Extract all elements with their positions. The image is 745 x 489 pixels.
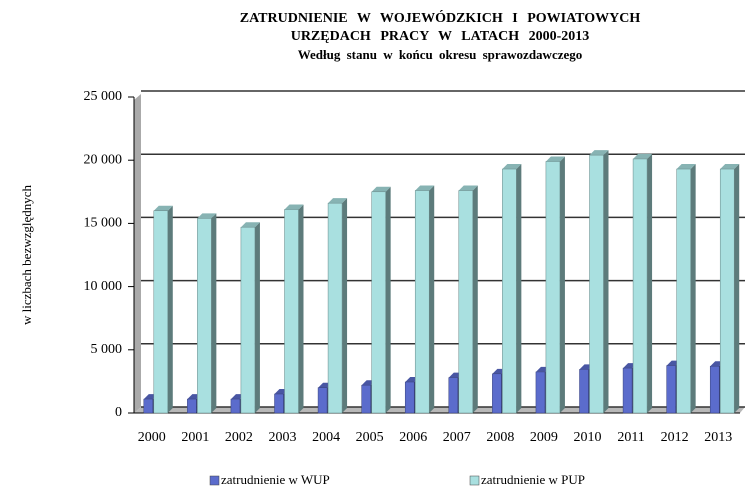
- y-tick-label: 25 000: [84, 89, 123, 104]
- bar-top: [240, 222, 260, 228]
- legend-swatch: [209, 475, 220, 486]
- x-tick-label: 2001: [181, 430, 209, 445]
- bar: [284, 209, 299, 414]
- bar: [274, 393, 284, 414]
- bar: [458, 190, 474, 414]
- x-tick-label: 2003: [269, 430, 297, 445]
- chart-title: URZĘDACH PRACY W LATACH 2000-2013: [291, 29, 590, 44]
- bar: [579, 369, 589, 414]
- x-tick-label: 2005: [356, 430, 384, 445]
- bar-side: [647, 153, 653, 413]
- bar: [709, 365, 720, 414]
- bar-top: [328, 198, 348, 204]
- bar: [502, 168, 517, 414]
- y-tick-label: 5 000: [91, 342, 123, 357]
- x-tick-label: 2010: [574, 430, 602, 445]
- bar: [187, 398, 197, 414]
- bar-top: [458, 185, 478, 191]
- bar-top: [720, 164, 740, 170]
- legend-label: zatrudnienie w PUP: [481, 472, 585, 487]
- x-tick-label: 2008: [486, 430, 514, 445]
- x-tick-label: 2012: [661, 430, 689, 445]
- x-tick-label: 2000: [138, 430, 166, 445]
- bar: [197, 218, 212, 414]
- bar-top: [371, 186, 391, 192]
- bar-top: [589, 150, 609, 156]
- bar: [371, 191, 386, 414]
- bar: [404, 381, 415, 414]
- bar-side: [211, 213, 217, 413]
- bar-side: [472, 185, 478, 413]
- bar-side: [516, 164, 522, 413]
- bar: [589, 154, 604, 414]
- bar: [666, 365, 676, 414]
- y-tick-label: 20 000: [84, 152, 123, 167]
- y-tick-label: 0: [115, 405, 122, 420]
- bar: [240, 226, 256, 414]
- bar: [361, 384, 371, 414]
- bar: [535, 371, 546, 414]
- bar: [317, 387, 328, 414]
- bar-side: [167, 205, 173, 413]
- legend-label: zatrudnienie w WUP: [221, 472, 330, 487]
- bar: [143, 398, 154, 414]
- bar-top: [502, 164, 522, 170]
- x-tick-label: 2004: [312, 430, 340, 445]
- chart-title: ZATRUDNIENIE W WOJEWÓDZKICH I POWIATOWYC…: [240, 9, 641, 26]
- bar: [414, 190, 430, 414]
- bar-top: [633, 153, 653, 159]
- bar-side: [429, 185, 435, 413]
- bar: [230, 398, 241, 414]
- x-tick-label: 2009: [530, 430, 558, 445]
- bar: [327, 202, 343, 414]
- bar-top: [153, 205, 173, 211]
- bar: [632, 158, 648, 414]
- y-tick-label: 15 000: [84, 216, 123, 231]
- bar-side: [298, 204, 304, 413]
- legend-swatch: [469, 475, 480, 486]
- bar: [719, 168, 735, 414]
- bar-top: [197, 213, 217, 219]
- x-tick-label: 2011: [617, 430, 644, 445]
- bar-side: [342, 198, 348, 413]
- bar: [153, 210, 169, 414]
- bar: [545, 161, 561, 414]
- side-wall: [134, 94, 141, 413]
- chart-subtitle: Według stanu w końcu okresu sprawozdawcz…: [298, 47, 583, 62]
- bar-side: [734, 164, 740, 413]
- bar: [448, 377, 459, 414]
- bar-top: [545, 156, 565, 162]
- floor: [134, 407, 745, 413]
- y-axis-label: w liczbach bezwzględnych: [19, 184, 34, 325]
- y-tick-label: 10 000: [84, 279, 123, 294]
- bar-side: [385, 186, 391, 413]
- x-tick-label: 2002: [225, 430, 253, 445]
- bar-side: [690, 164, 696, 413]
- x-tick-label: 2013: [704, 430, 732, 445]
- x-tick-label: 2007: [443, 430, 471, 445]
- bar-side: [559, 156, 565, 414]
- bar: [676, 168, 691, 414]
- bar-side: [254, 222, 260, 413]
- bar: [622, 367, 633, 414]
- bar-top: [415, 185, 435, 191]
- bar: [492, 373, 502, 414]
- bar-top: [284, 204, 304, 210]
- bar-top: [676, 164, 696, 170]
- bar-side: [603, 150, 609, 414]
- x-tick-label: 2006: [399, 430, 427, 445]
